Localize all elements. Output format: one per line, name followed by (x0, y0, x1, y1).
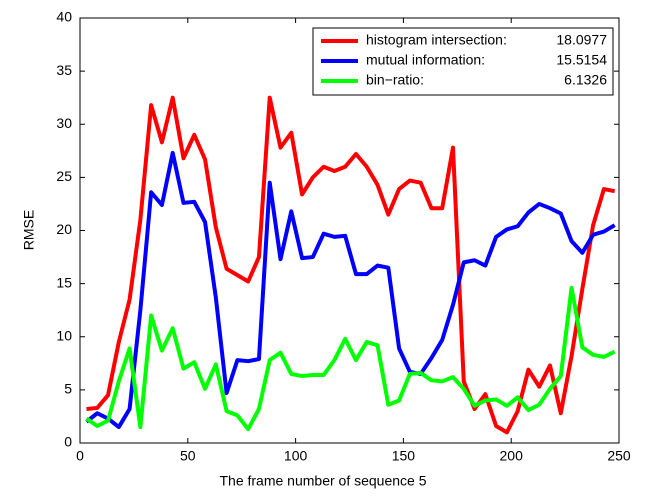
x-tick-label: 150 (392, 448, 416, 464)
data-line (85, 150, 616, 430)
legend-value: 18.0977 (556, 32, 607, 48)
y-tick-label: 25 (56, 168, 72, 184)
y-tick-label: 10 (56, 327, 72, 343)
x-tick-label: 0 (76, 448, 84, 464)
y-tick-label: 20 (56, 221, 72, 237)
x-tick-label: 250 (607, 448, 631, 464)
x-tick-label: 50 (180, 448, 196, 464)
legend-value: 15.5154 (556, 52, 607, 68)
y-tick-label: 30 (56, 115, 72, 131)
y-tick-label: 5 (64, 381, 72, 397)
data-line (85, 285, 616, 432)
y-tick-label: 35 (56, 62, 72, 78)
legend (312, 27, 614, 96)
legend-label: mutual information: (366, 52, 485, 68)
legend-label: bin−ratio: (366, 72, 424, 88)
data-line (86, 95, 616, 435)
y-tick-label: 0 (64, 434, 72, 450)
legend-value: 6.1326 (564, 72, 607, 88)
x-tick-label: 100 (284, 448, 308, 464)
legend-label: histogram intersection: (366, 32, 507, 48)
y-tick-label: 15 (56, 274, 72, 290)
y-axis-label: RMSE (21, 210, 37, 250)
y-tick-label: 40 (56, 9, 72, 25)
x-axis-label: The frame number of sequence 5 (219, 473, 426, 489)
x-tick-label: 200 (500, 448, 524, 464)
